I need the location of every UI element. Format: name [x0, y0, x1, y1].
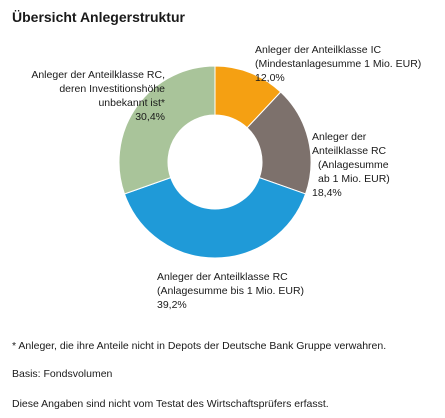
footnote-disclaimer: Diese Angaben sind nicht vom Testat des … — [12, 398, 329, 410]
slice-label-line: (Anlagesumme bis 1 Mio. EUR) — [157, 285, 305, 297]
slice-label-rc-ab-1-mio: Anleger der Anteilklasse RC (Anlagesumme… — [312, 130, 390, 200]
chart-title: Übersicht Anlegerstruktur — [12, 9, 185, 25]
slice-label-line: deren Investitionshöhe — [59, 83, 165, 95]
slice-rc-unbekannt — [118, 65, 216, 195]
slice-value-label: 30,4% — [135, 111, 165, 123]
slice-label-line: (Mindestanlagesumme 1 Mio. EUR) — [255, 58, 422, 70]
slice-label-line: Anleger der Anteilklasse IC — [255, 44, 382, 56]
slice-rc-bis-1-mio — [123, 177, 307, 259]
slice-label-rc-unbekannt: Anleger der Anteilklasse RC, deren Inves… — [20, 68, 165, 124]
slice-label-line: ab 1 Mio. EUR) — [318, 173, 390, 185]
slice-value-label: 18,4% — [312, 187, 342, 199]
slice-label-line: Anleger der — [312, 131, 367, 143]
footnote-basis: Basis: Fondsvolumen — [12, 368, 113, 380]
slice-label-line: Anteilklasse RC — [312, 145, 387, 157]
slice-value-label: 39,2% — [157, 299, 187, 311]
slice-label-rc-bis-1-mio: Anleger der Anteilklasse RC (Anlagesumme… — [157, 270, 304, 312]
slice-label-line: Anleger der Anteilklasse RC — [157, 271, 288, 283]
slice-label-line: unbekannt ist* — [98, 97, 165, 109]
slice-label-line: Anleger der Anteilklasse RC, — [31, 69, 165, 81]
slice-label-ic: Anleger der Anteilklasse IC (Mindestanla… — [255, 43, 421, 85]
slice-label-line: (Anlagesumme — [318, 159, 389, 171]
slice-value-label: 12,0% — [255, 72, 285, 84]
footnote-asterisk: * Anleger, die ihre Anteile nicht in Dep… — [12, 340, 387, 352]
